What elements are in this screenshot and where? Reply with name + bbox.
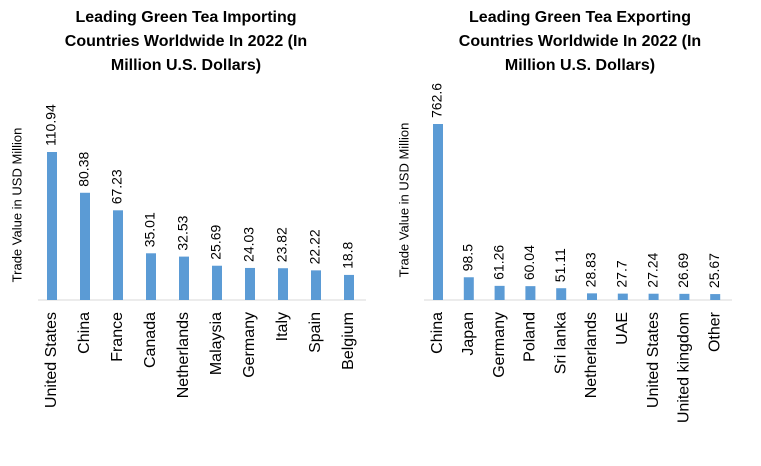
x-tick-label: Other — [706, 311, 723, 352]
value-label: 35.01 — [142, 212, 158, 247]
value-label: 25.69 — [208, 224, 224, 259]
x-tick-label: Italy — [274, 312, 291, 341]
bar — [433, 124, 443, 300]
bar — [212, 265, 222, 300]
bar — [344, 274, 354, 300]
value-label: 61.26 — [490, 245, 506, 280]
x-tick-label: United kingdom — [676, 312, 693, 423]
bar — [80, 192, 90, 300]
value-label: 28.83 — [583, 252, 599, 287]
value-label: 25.67 — [706, 253, 722, 288]
x-tick-label: Netherlands — [175, 312, 192, 398]
y-axis-label: Trade Value in USD Million — [9, 128, 24, 283]
value-label: 23.82 — [274, 227, 290, 262]
value-label: 80.38 — [76, 152, 92, 187]
x-tick-label: Japan — [460, 312, 477, 356]
value-label: 60.04 — [521, 245, 537, 280]
bar — [245, 267, 255, 300]
value-label: 24.03 — [241, 227, 257, 262]
bar — [278, 268, 288, 300]
value-label: 18.8 — [340, 241, 356, 268]
bar — [679, 293, 690, 300]
x-tick-label: United States — [43, 312, 60, 408]
x-tick-label: France — [109, 312, 126, 362]
x-tick-label: Netherlands — [583, 312, 600, 398]
x-tick-label: Malaysia — [208, 312, 225, 375]
value-label: 67.23 — [109, 169, 125, 204]
x-tick-label: Canada — [142, 312, 159, 368]
x-tick-label: Germany — [491, 312, 508, 378]
value-label: 27.7 — [614, 260, 630, 287]
bar — [617, 293, 628, 300]
value-label: 110.94 — [43, 104, 59, 146]
value-label: 27.24 — [644, 252, 660, 287]
bar — [311, 270, 321, 300]
value-label: 51.11 — [552, 248, 568, 282]
bar — [113, 210, 123, 300]
bar — [710, 294, 721, 300]
x-tick-label: UAE — [614, 312, 631, 345]
chart-title: Leading Green Tea Exporting Countries Wo… — [458, 9, 702, 74]
chart-title: Leading Green Tea Importing Countries Wo… — [64, 9, 308, 74]
x-tick-label: Germany — [241, 312, 258, 378]
x-tick-label: United States — [645, 312, 662, 408]
bar — [525, 286, 536, 300]
value-label: 22.22 — [307, 229, 323, 264]
value-label: 98.5 — [460, 244, 476, 271]
x-tick-label: Poland — [522, 312, 539, 362]
bar — [494, 285, 505, 300]
bar — [587, 293, 597, 300]
bar — [556, 288, 567, 300]
bar — [179, 256, 189, 300]
bar — [648, 293, 659, 300]
x-tick-label: China — [76, 312, 93, 354]
value-label: 32.53 — [175, 215, 191, 250]
x-tick-label: Belgium — [340, 312, 357, 370]
x-tick-label: Sri lanka — [552, 312, 569, 374]
value-label: 26.69 — [675, 253, 691, 288]
bar — [146, 253, 156, 300]
x-tick-label: Spain — [307, 312, 324, 353]
x-tick-label: China — [429, 312, 446, 354]
y-axis-label: Trade Value in USD Million — [396, 123, 411, 278]
bar — [47, 152, 57, 300]
bar — [463, 277, 474, 300]
value-label: 762.6 — [429, 83, 445, 118]
